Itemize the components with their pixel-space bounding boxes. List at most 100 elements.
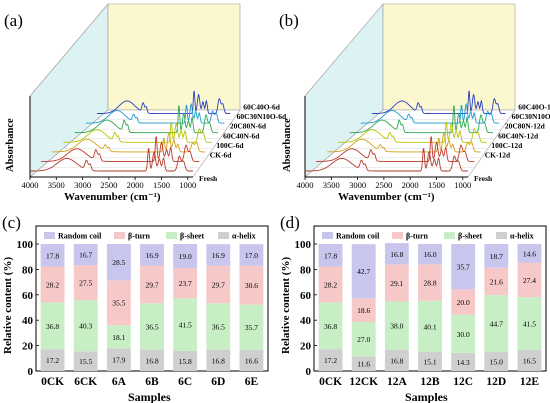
spectrum-line [349, 105, 493, 134]
panel-label: (c) [2, 213, 21, 232]
x-tick-label: 4000 [297, 180, 314, 190]
bar-segment [106, 325, 131, 349]
bar-value-label: 35.7 [245, 323, 258, 332]
bar-segment [140, 265, 164, 304]
series-label: 60C40O-6d [243, 103, 280, 112]
y-tick-label: 40 [300, 315, 312, 327]
x-axis-label: Wavenumber (cm⁻¹) [64, 191, 161, 203]
x-tick-label: 4000 [22, 180, 39, 190]
x-tick-label: 6CK [74, 376, 97, 388]
legend-swatch [496, 232, 507, 239]
bar-value-label: 17.9 [112, 356, 125, 365]
bar-value-label: 16.0 [423, 250, 436, 259]
y-tick-label: 0 [306, 366, 312, 378]
bar-segment [140, 349, 164, 371]
bar-segment [351, 244, 376, 299]
bar-value-label: 29.7 [145, 280, 158, 289]
panel-c-stacked-bar: Random coil β-turn β-sheet α-helix 0 20 40 60 8… [2, 213, 269, 403]
bar-value-label: 17.2 [324, 356, 337, 365]
spectrum-line [338, 121, 487, 143]
x-tick-label: 3500 [48, 180, 65, 190]
bar-value-label: 16.7 [79, 251, 92, 260]
bar-value-label: 16.9 [145, 251, 158, 260]
spectrum-line [371, 90, 506, 115]
bar-segment [40, 266, 65, 303]
bar-value-label: 15.8 [179, 357, 192, 366]
bar-segment [484, 267, 509, 296]
legend-label: β-turn [128, 232, 151, 241]
spectrum-line [63, 121, 212, 143]
bar-segment [173, 268, 198, 299]
x-tick-label: 12E [520, 376, 540, 388]
legend-label: α-helix [232, 232, 256, 241]
spectrum-line [41, 136, 200, 162]
bar-value-label: 30.0 [457, 330, 470, 339]
x-axis-label: Wavenumber (cm⁻¹) [338, 191, 435, 203]
bar-segment [451, 314, 476, 353]
spectra-series: 60C40O-6d60C30N10O-6d20C80N-6d60C40N-6d1… [30, 90, 287, 183]
x-tick-label: 12A [387, 376, 408, 388]
x-tick-label: 1000 [454, 180, 471, 190]
bar-segment [173, 298, 198, 351]
spectrum-line [360, 102, 500, 124]
spectrum-line [74, 105, 218, 134]
x-tick-label: 3000 [74, 180, 91, 190]
panel-label: (b) [279, 11, 299, 30]
bar-segment [318, 349, 343, 371]
bar-value-label: 36.5 [212, 322, 225, 331]
bars: 17.2 36.8 28.2 17.8 15.5 40.3 27.5 16.7 17.9 18.1… [40, 244, 264, 371]
y-axis-label: Absorbance [5, 118, 16, 172]
bar-value-label: 36.8 [46, 322, 59, 331]
series-label: 100C-6d [216, 141, 244, 150]
bar-segment [40, 244, 65, 267]
y-tick-label: 20 [300, 341, 312, 353]
x-tick-label: 2000 [402, 180, 419, 190]
bar-segment [173, 350, 198, 371]
bar-value-label: 28.2 [46, 281, 59, 290]
bar-value-label: 16.8 [390, 250, 403, 259]
x-tick-label: 12CK [349, 376, 378, 388]
bar-value-label: 17.2 [46, 356, 59, 365]
x-tick-label: 1500 [153, 180, 170, 190]
spectrum-line [52, 131, 206, 153]
bar-value-label: 28.5 [112, 258, 125, 267]
legend: Random coil β-turn β-sheet α-helix [322, 232, 534, 241]
bar-segment [318, 266, 343, 303]
series-label: CK-6d [210, 150, 232, 159]
bar-segment [451, 352, 476, 371]
bar-segment [484, 295, 509, 352]
x-axis-label: Samples [405, 390, 448, 403]
bar-value-label: 28.8 [423, 279, 436, 288]
bar-value-label: 27.5 [79, 279, 92, 288]
legend-label: α-helix [510, 232, 534, 241]
panel-label: (a) [4, 11, 23, 30]
bar-segment [106, 244, 131, 281]
x-tick-label: 3500 [323, 180, 340, 190]
bar-segment [384, 243, 409, 265]
series-label: 60C30N10O-12d [512, 112, 550, 121]
bar-value-label: 16.9 [212, 251, 225, 260]
bar-value-label: 16.8 [390, 356, 403, 365]
bar-value-label: 17.8 [324, 251, 337, 260]
series-label: Fresh [199, 174, 218, 183]
bar-segment [106, 280, 131, 326]
bar-value-label: 17.8 [46, 251, 59, 260]
bar-value-label: 18.1 [112, 333, 125, 342]
x-tick-label: 6E [245, 376, 259, 388]
series-label: 20C80N-6d [230, 122, 267, 131]
legend-swatch [218, 232, 229, 239]
bar-value-label: 21.6 [490, 277, 503, 286]
bar-value-label: 40.1 [423, 322, 436, 331]
spectra-series: 60C40O-12d60C30N10O-12d20C80N-12d60C40N-… [305, 90, 550, 183]
bar-value-label: 23.7 [179, 279, 192, 288]
panel-a-ftir: 4000 3500 3000 2500 2000 1500 1000 60C40O-6d60… [4, 3, 287, 203]
series-label: Fresh [474, 174, 493, 183]
bar-value-label: 42.7 [357, 267, 370, 276]
spectrum-line [305, 148, 468, 172]
bar-segment [517, 350, 542, 371]
y-tick-label: 60 [22, 290, 34, 302]
y-tick-label: 20 [22, 341, 34, 353]
bar-segment [239, 304, 264, 350]
x-tick-label: 12D [486, 376, 506, 388]
bar-segment [106, 348, 131, 371]
